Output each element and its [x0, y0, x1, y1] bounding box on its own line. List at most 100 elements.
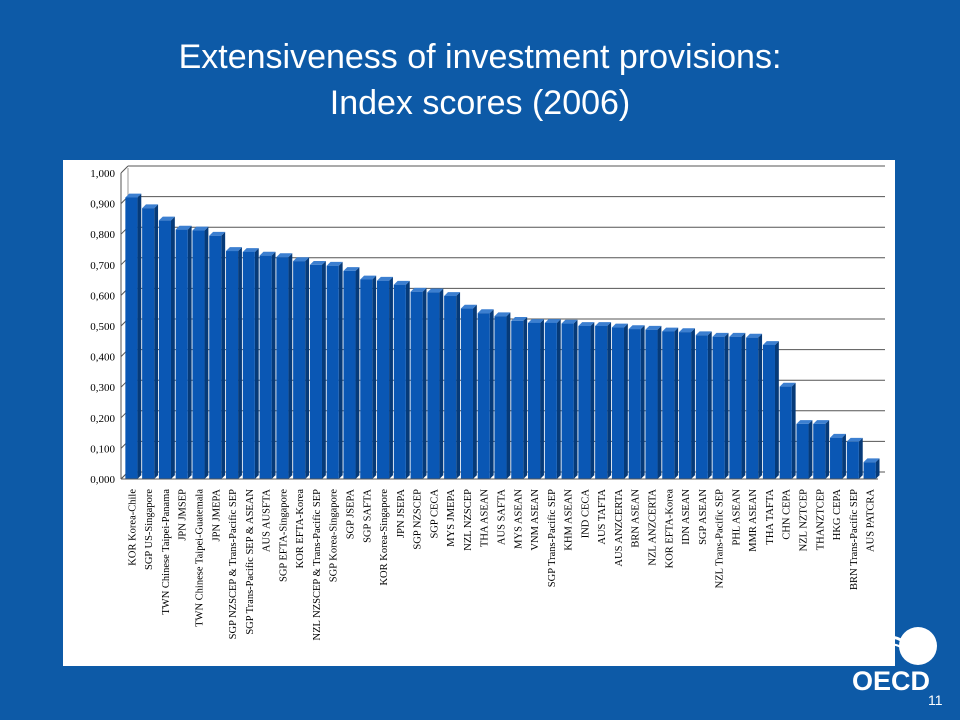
- x-tick-label: THA TAFTA: [765, 489, 776, 545]
- x-tick-label: VNM ASEAN: [530, 489, 541, 551]
- bar-front: [460, 308, 473, 479]
- x-tick-label: TWN Chinese Taipei-Guatemala: [195, 489, 206, 627]
- gridline-depth: [120, 165, 129, 174]
- bar-top: [209, 231, 226, 236]
- bar-top: [477, 309, 494, 314]
- bar-front: [628, 329, 641, 479]
- bar-front: [477, 313, 490, 479]
- y-tick-label: 0,200: [90, 413, 115, 425]
- bar: [259, 251, 276, 479]
- x-tick-label: SGP CECA: [429, 489, 440, 539]
- bar-top: [544, 319, 561, 323]
- bar: [712, 332, 729, 479]
- bar: [595, 322, 612, 479]
- bar-side: [288, 253, 293, 479]
- bar-side: [187, 225, 192, 479]
- x-tick-label: AUS TAFTA: [597, 489, 608, 545]
- bar-side: [523, 316, 528, 479]
- bar-top: [125, 193, 142, 198]
- bar-front: [595, 326, 608, 479]
- y-tick-label: 0,500: [90, 321, 115, 333]
- bar-front: [377, 280, 390, 479]
- x-tick-label: NZL NZSCEP: [463, 489, 474, 551]
- bar: [695, 331, 712, 479]
- bar: [192, 226, 209, 479]
- bar-front: [679, 332, 692, 479]
- bar-side: [556, 319, 561, 479]
- bar: [276, 253, 293, 479]
- x-tick-label: SGP Trans-Pacific SEP & ASEAN: [245, 489, 256, 635]
- x-tick-label: KOR EFTA-Korea: [664, 489, 675, 569]
- x-tick-label: AUS SAFTA: [497, 489, 508, 545]
- bar: [561, 319, 578, 479]
- x-tick-label: SGP US-Singapore: [144, 489, 155, 570]
- bar-front: [813, 423, 826, 479]
- bar: [309, 260, 326, 479]
- bar: [544, 319, 561, 479]
- x-tick-label: CHN CEPA: [782, 489, 793, 540]
- y-tick-label: 0,100: [90, 443, 115, 455]
- bar-top: [142, 204, 159, 209]
- bar-top: [662, 327, 679, 332]
- bar-front: [142, 208, 155, 479]
- bar: [209, 231, 226, 479]
- x-tick-label: IDN ASEAN: [681, 489, 692, 545]
- bar-top: [226, 247, 242, 252]
- bar-side: [439, 288, 444, 479]
- bar-side: [707, 331, 712, 479]
- bar-top: [611, 323, 628, 328]
- bar-side: [540, 319, 544, 479]
- x-tick-label: HKG CEPA: [832, 489, 843, 541]
- bar-front: [175, 229, 188, 479]
- bar-side: [489, 309, 494, 479]
- bar: [477, 309, 494, 479]
- bar: [444, 292, 461, 479]
- bar: [679, 328, 695, 479]
- bar-front: [125, 197, 138, 480]
- bar-top: [796, 420, 813, 424]
- bar-top: [679, 328, 695, 333]
- bar: [729, 332, 746, 479]
- bar-side: [724, 332, 729, 479]
- bar-side: [221, 231, 226, 479]
- bar: [528, 319, 544, 479]
- bar-top: [813, 420, 830, 424]
- bar-side: [137, 193, 142, 479]
- bar-side: [858, 437, 863, 479]
- x-tick-label: BRN Trans-Pacific SEP: [849, 489, 860, 590]
- bar-front: [360, 279, 373, 479]
- y-tick-label: 0,600: [90, 290, 115, 302]
- x-tick-label: SGP SAFTA: [362, 489, 373, 543]
- bar: [142, 204, 159, 479]
- bar-side: [791, 382, 796, 479]
- bar-side: [875, 458, 880, 479]
- bar-top: [762, 341, 779, 345]
- bar-side: [372, 275, 377, 479]
- x-tick-label: KOR EFTA-Korea: [295, 489, 306, 569]
- bar-side: [657, 325, 662, 479]
- bar-front: [611, 327, 624, 479]
- slide-title-line-1: Extensiveness of investment provisions:: [178, 38, 782, 76]
- bar-front: [158, 220, 171, 479]
- bar-front: [209, 235, 222, 479]
- x-tick-label: MMR ASEAN: [748, 489, 759, 552]
- oecd-logo: OECD: [848, 622, 944, 697]
- bar-front: [276, 257, 289, 479]
- y-tick-label: 1,000: [90, 168, 115, 180]
- y-tick-label: 0,000: [90, 474, 115, 486]
- x-tick-label: NZL NZSCEP & Trans-Pacific SEP: [312, 489, 323, 641]
- bar-top: [427, 288, 444, 293]
- bar-side: [842, 433, 846, 479]
- bar-top: [309, 260, 326, 265]
- x-tick-label: NZL NZTCEP: [799, 489, 810, 551]
- x-tick-label: AUS ANZCERTA: [614, 489, 625, 567]
- bar-front: [729, 336, 742, 479]
- bar-front: [830, 437, 843, 479]
- bar-top: [276, 253, 293, 258]
- oecd-logo-icon: OECD: [852, 627, 937, 696]
- x-tick-label: PHL ASEAN: [731, 489, 742, 546]
- bar-side: [607, 322, 612, 479]
- bar-side: [355, 267, 360, 479]
- bar: [779, 382, 796, 479]
- bar-top: [511, 316, 528, 321]
